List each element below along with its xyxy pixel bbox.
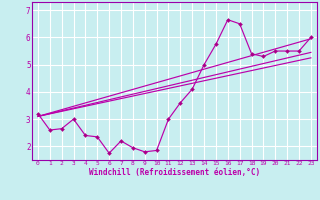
X-axis label: Windchill (Refroidissement éolien,°C): Windchill (Refroidissement éolien,°C) bbox=[89, 168, 260, 177]
